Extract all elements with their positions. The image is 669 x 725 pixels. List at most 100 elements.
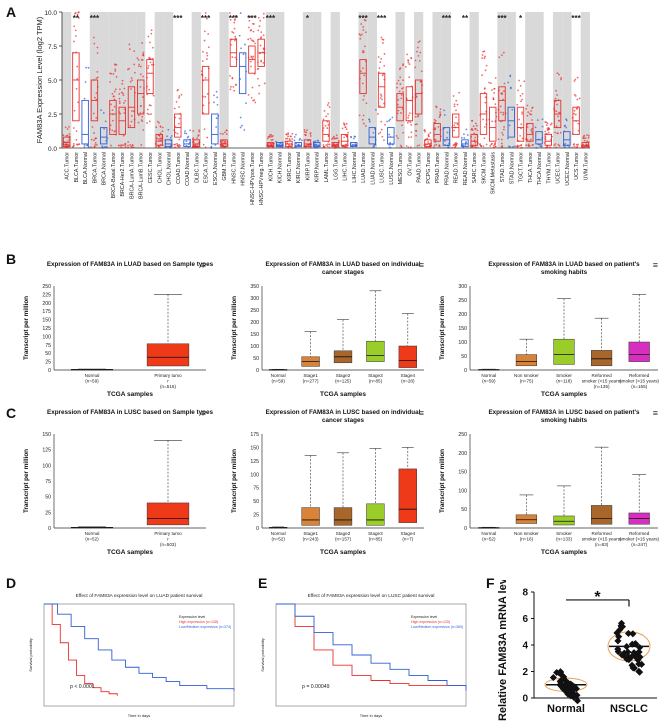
data-point <box>383 64 386 67</box>
data-point <box>359 37 362 40</box>
data-point <box>364 31 367 34</box>
menu-icon: ≡ <box>419 260 424 270</box>
data-point <box>251 86 254 89</box>
box-read.normal <box>461 139 469 148</box>
data-point <box>396 103 399 106</box>
data-point <box>198 129 201 132</box>
data-point <box>118 102 121 105</box>
y-tick-label: 0 <box>48 526 51 532</box>
data-point <box>434 141 436 144</box>
data-point <box>484 96 487 99</box>
data-point <box>93 139 95 142</box>
y-tick-label: 150 <box>42 432 51 438</box>
data-point <box>259 44 262 47</box>
box-thym.tumor <box>544 133 553 146</box>
data-point <box>328 143 331 146</box>
data-point <box>75 87 78 90</box>
data-point <box>498 56 501 59</box>
box-gbm.tumor <box>220 139 228 148</box>
data-point <box>331 138 333 141</box>
x-tick-count: (n=59) <box>482 379 496 384</box>
box-dlbc.tumor <box>192 139 201 148</box>
data-point <box>443 109 445 112</box>
data-point <box>249 37 252 40</box>
y-tick-label: 200 <box>458 451 467 457</box>
box-coad.normal <box>183 139 191 148</box>
x-tick-label: Stage2 <box>336 373 351 378</box>
shade-band <box>469 12 479 148</box>
shade-band <box>534 12 544 148</box>
y-tick-label: 25 <box>45 360 51 366</box>
significance-marker: *** <box>571 14 581 23</box>
data-point <box>360 33 363 36</box>
data-point <box>407 116 410 119</box>
x-tick-count: (n=503) <box>160 542 176 547</box>
box-lgg.tumor <box>331 142 339 148</box>
data-point <box>245 102 247 105</box>
y-axis-title: FAM83A Expression Level (log2 TPM) <box>35 16 44 143</box>
data-point <box>476 129 479 132</box>
data-point <box>130 120 133 123</box>
data-point <box>124 143 127 146</box>
data-point <box>521 137 524 140</box>
data-point <box>121 82 124 85</box>
shade-band <box>302 12 313 148</box>
data-point <box>401 124 403 127</box>
data-point <box>480 145 483 148</box>
data-point <box>494 143 496 146</box>
y-tick-label: 100 <box>250 344 259 350</box>
data-point <box>147 113 150 116</box>
box-stage4 <box>398 468 417 523</box>
data-point <box>323 146 326 149</box>
data-point <box>378 67 381 70</box>
data-point <box>119 88 121 91</box>
data-point <box>113 98 116 101</box>
data-point <box>325 115 328 118</box>
data-point <box>365 125 367 127</box>
data-point <box>198 130 201 133</box>
y-tick-label: 100 <box>42 463 51 469</box>
box-stad.normal <box>507 106 515 138</box>
data-point <box>262 34 265 37</box>
x-tick-label: BRCA.Tumor <box>92 152 98 184</box>
data-point <box>541 125 544 128</box>
x-tick-label: KIRP.Normal <box>315 152 321 182</box>
data-point <box>76 13 79 16</box>
data-point <box>344 146 347 148</box>
data-point <box>363 74 366 77</box>
data-point <box>485 143 488 146</box>
y-tick-label: 200 <box>42 301 51 307</box>
shade-band <box>552 12 563 148</box>
menu-icon: ≡ <box>419 408 424 418</box>
data-point <box>544 130 547 133</box>
data-point <box>85 66 88 69</box>
box-uvm.tumor <box>581 142 590 148</box>
data-point <box>333 137 336 140</box>
data-point <box>132 110 135 113</box>
data-point <box>229 88 232 91</box>
data-point <box>526 138 529 141</box>
panel-e-survival: Effect of FAM83A expression level on LUS… <box>260 593 467 718</box>
data-point <box>527 111 530 114</box>
data-point <box>573 145 576 148</box>
data-point <box>101 145 104 148</box>
data-point <box>233 21 236 24</box>
x-tick-label: LIHC.Tumor <box>343 152 349 181</box>
data-point <box>409 121 412 124</box>
data-point <box>406 53 408 56</box>
chart-title: Expression of FAM83A in LUAD based on pa… <box>488 261 640 268</box>
data-point <box>363 94 366 97</box>
data-point <box>400 112 402 114</box>
data-point <box>494 77 497 79</box>
data-point <box>76 143 79 146</box>
data-point <box>204 76 207 79</box>
data-point <box>100 109 103 112</box>
box-ov.tumor <box>405 86 414 122</box>
data-point <box>424 130 426 133</box>
x-tick-label: Primary tumo <box>154 373 182 378</box>
data-point <box>93 132 95 134</box>
x-tick-label: CHOL.Tumor <box>157 152 163 184</box>
data-point <box>148 120 151 123</box>
box-kich.normal <box>275 142 284 148</box>
data-point <box>232 85 235 88</box>
